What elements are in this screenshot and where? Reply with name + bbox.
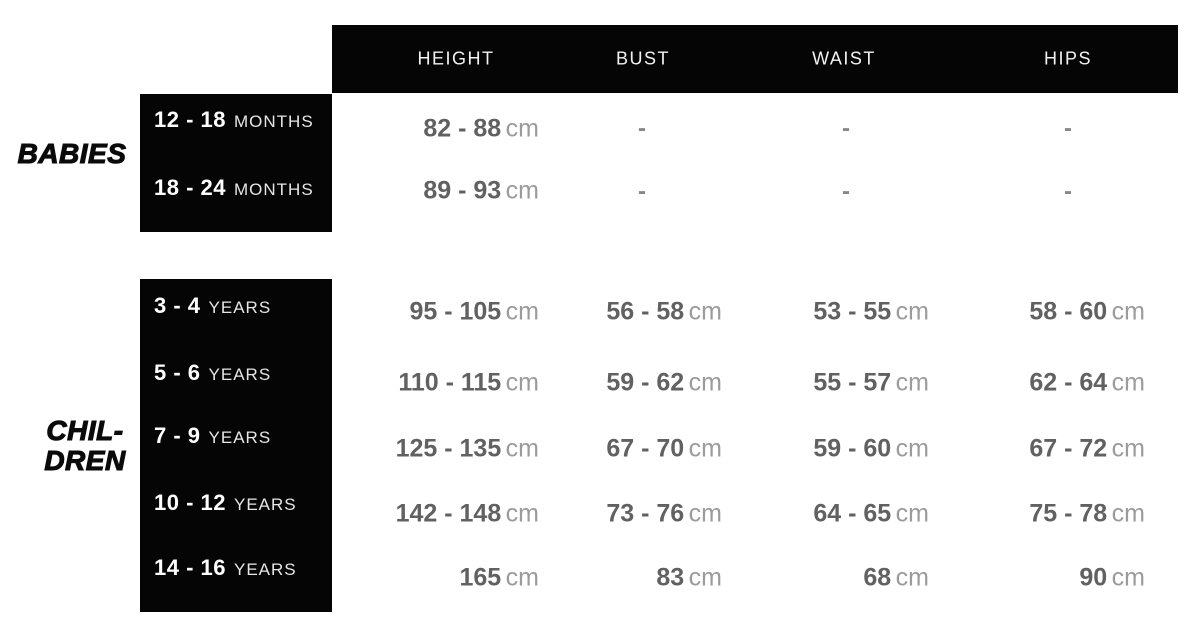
babies-rows-box [140, 94, 332, 232]
row-label-5-6-years: 5 - 6 YEARS [154, 360, 272, 385]
group-label-babies: BABIES [17, 138, 127, 169]
cell-hips: 62 - 64 cm [1029, 368, 1145, 397]
cell-hips: 67 - 72 cm [1029, 434, 1145, 463]
column-header-waist: WAIST [812, 48, 876, 69]
column-header-bust: BUST [615, 48, 671, 69]
row-label-12-18-months: 12 - 18 MONTHS [154, 107, 314, 132]
row-label-18-24-months: 18 - 24 MONTHS [154, 175, 314, 200]
cell-hips: 58 - 60 cm [1029, 297, 1145, 326]
group-label-children-line2: DREN [44, 445, 126, 476]
cell-bust: 67 - 70 cm [606, 434, 722, 463]
cell-height: 95 - 105 cm [409, 297, 539, 326]
group-label-children-line1: CHIL- [46, 415, 124, 446]
cell-waist: 59 - 60 cm [813, 434, 929, 463]
cell-waist: 64 - 65 cm [813, 499, 929, 528]
column-header-height: HEIGHT [417, 48, 495, 69]
cell-waist-empty: - [842, 115, 850, 142]
cell-hips: 75 - 78 cm [1029, 499, 1145, 528]
cell-hips-empty: - [1064, 115, 1072, 142]
cell-bust: 56 - 58 cm [606, 297, 722, 326]
cell-height: 89 - 93 cm [423, 176, 539, 205]
cell-waist: 53 - 55 cm [813, 297, 929, 326]
cell-height: 110 - 115 cm [398, 368, 539, 397]
table-header-bar: HEIGHT BUST WAIST HIPS [332, 25, 1178, 93]
row-label-14-16-years: 14 - 16 YEARS [154, 555, 297, 580]
cell-height: 165 cm [459, 563, 540, 592]
cell-bust-empty: - [638, 178, 646, 205]
cell-hips-empty: - [1064, 178, 1072, 205]
cell-bust-empty: - [638, 115, 646, 142]
children-rows-box [140, 279, 332, 612]
cell-waist-empty: - [842, 178, 850, 205]
cell-waist: 55 - 57 cm [813, 368, 929, 397]
cell-waist: 68 cm [863, 563, 929, 592]
row-label-3-4-years: 3 - 4 YEARS [154, 293, 272, 318]
cell-bust: 59 - 62 cm [606, 368, 722, 397]
row-label-7-9-years: 7 - 9 YEARS [154, 423, 272, 448]
column-header-hips: HIPS [1043, 48, 1093, 69]
row-label-10-12-years: 10 - 12 YEARS [154, 490, 297, 515]
cell-height: 82 - 88 cm [423, 114, 539, 143]
cell-bust: 73 - 76 cm [606, 499, 722, 528]
cell-hips: 90 cm [1079, 563, 1145, 592]
group-label-children: CHIL- DREN [13, 415, 157, 476]
cell-height: 142 - 148 cm [395, 499, 539, 528]
cell-height: 125 - 135 cm [395, 434, 539, 463]
cell-bust: 83 cm [656, 563, 722, 592]
